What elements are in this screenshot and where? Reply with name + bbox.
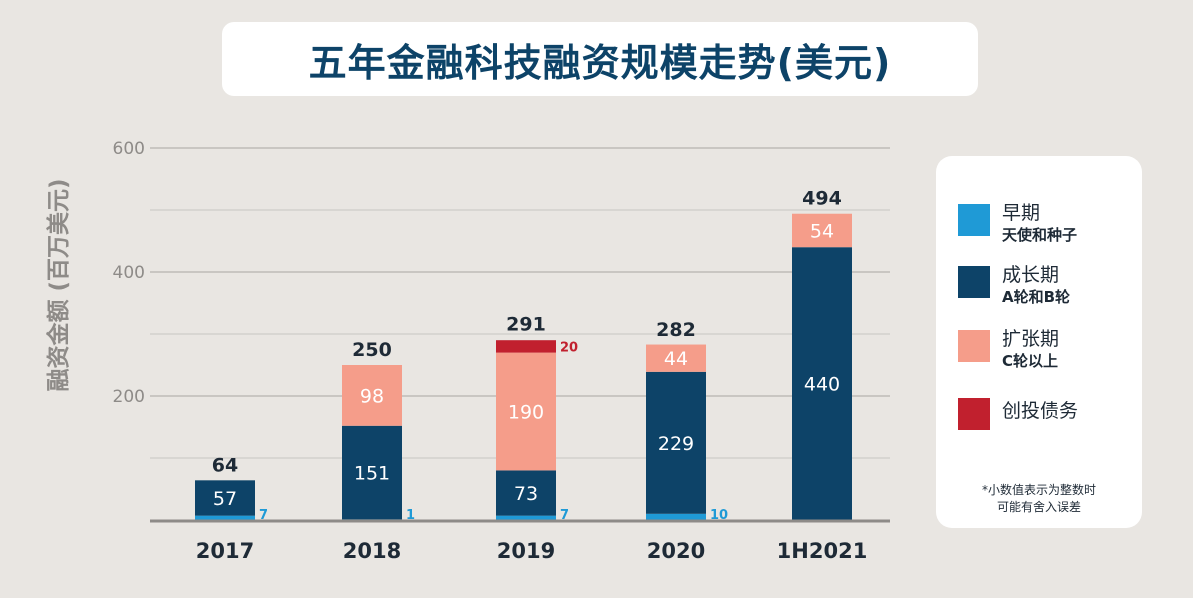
bar-segment-2020-成长期 xyxy=(646,371,706,514)
bar-segment-2017-成长期 xyxy=(195,480,255,516)
bar-segment-2019-成长期 xyxy=(496,470,556,516)
bar-segment-2020-扩张期 xyxy=(646,344,706,372)
legend-label-growth: 成长期 xyxy=(1002,264,1060,286)
bar-segment-2017-早期 xyxy=(195,515,255,520)
data-label-2020-成长期: 229 xyxy=(658,433,694,455)
legend: 早期 天使和种子 成长期 A轮和B轮 扩张期 C轮以上 创投债务 *小数值表示为… xyxy=(936,156,1142,528)
data-label-early-2020: 10 xyxy=(710,508,728,523)
total-label-2019: 291 xyxy=(506,314,546,336)
x-tick-label-1H2021: 1H2021 xyxy=(777,539,868,563)
data-label-1H2021-成长期: 440 xyxy=(804,374,840,396)
data-label-1H2021-扩张期: 54 xyxy=(810,220,834,242)
bar-segment-2018-扩张期 xyxy=(342,365,402,426)
legend-swatch-expansion xyxy=(958,330,990,362)
bar-segment-1H2021-扩张期 xyxy=(792,213,852,248)
data-label-2019-扩张期: 190 xyxy=(508,402,544,424)
legend-label-expansion: 扩张期 xyxy=(1002,328,1060,350)
data-label-2019-成长期: 73 xyxy=(514,483,538,505)
bar-segment-2020-早期 xyxy=(646,513,706,520)
y-tick-label: 600 xyxy=(113,139,145,159)
data-label-early-2017: 7 xyxy=(259,508,268,523)
legend-label-early: 早期 xyxy=(1002,202,1041,224)
legend-swatch-venture-debt xyxy=(958,398,990,430)
total-label-2018: 250 xyxy=(352,339,392,361)
chart-title: 五年金融科技融资规模走势(美元) xyxy=(308,40,892,85)
rounding-note-line1: *小数值表示为整数时 xyxy=(981,483,1096,497)
x-tick-label-2018: 2018 xyxy=(343,539,401,563)
bar-segment-2019-扩张期 xyxy=(496,352,556,471)
stacked-bar-chart: 200 400 600 融资金额 (百万美元) 7 57 64 2017 1 151 98 250 20… xyxy=(45,139,890,563)
bar-segment-1H2021-成长期 xyxy=(792,247,852,520)
x-tick-label-2017: 2017 xyxy=(196,539,254,563)
rounding-note: *小数值表示为整数时 可能有舍入误差 xyxy=(936,482,1142,517)
x-tick-label-2019: 2019 xyxy=(497,539,555,563)
legend-sub-growth: A轮和B轮 xyxy=(1002,287,1071,306)
title-box: 五年金融科技融资规模走势(美元) xyxy=(222,22,978,96)
data-label-2018-扩张期: 98 xyxy=(360,385,384,407)
data-label-early-2019: 7 xyxy=(560,508,569,523)
total-label-1H2021: 494 xyxy=(802,188,842,210)
legend-sub-expansion: C轮以上 xyxy=(1002,351,1059,370)
x-tick-label-2020: 2020 xyxy=(647,539,705,563)
data-label-2018-成长期: 151 xyxy=(354,463,390,485)
legend-label-venture-debt: 创投债务 xyxy=(1002,400,1079,422)
y-axis-label: 融资金额 (百万美元) xyxy=(45,178,72,391)
total-label-2017: 64 xyxy=(212,454,238,476)
bar-segment-2018-成长期 xyxy=(342,425,402,520)
total-label-2020: 282 xyxy=(656,319,696,341)
data-label-venture-debt-2019: 20 xyxy=(560,340,578,355)
data-label-2020-扩张期: 44 xyxy=(664,348,688,370)
legend-sub-early: 天使和种子 xyxy=(1002,225,1078,244)
legend-swatch-growth xyxy=(958,266,990,298)
legend-item-expansion: 扩张期 C轮以上 xyxy=(958,328,1059,371)
legend-swatch-early xyxy=(958,204,990,236)
data-label-2017-成长期: 57 xyxy=(213,488,237,510)
y-tick-label: 200 xyxy=(113,387,145,407)
legend-item-venture-debt: 创投债务 xyxy=(958,396,1078,430)
y-tick-label: 400 xyxy=(113,263,145,283)
legend-item-early: 早期 天使和种子 xyxy=(958,202,1077,245)
bar-segment-2019-创投债务 xyxy=(496,340,556,353)
bar-segment-2019-早期 xyxy=(496,515,556,520)
rounding-note-line2: 可能有舍入误差 xyxy=(996,500,1081,515)
legend-item-growth: 成长期 A轮和B轮 xyxy=(958,264,1070,307)
data-label-early-2018: 1 xyxy=(406,508,415,523)
